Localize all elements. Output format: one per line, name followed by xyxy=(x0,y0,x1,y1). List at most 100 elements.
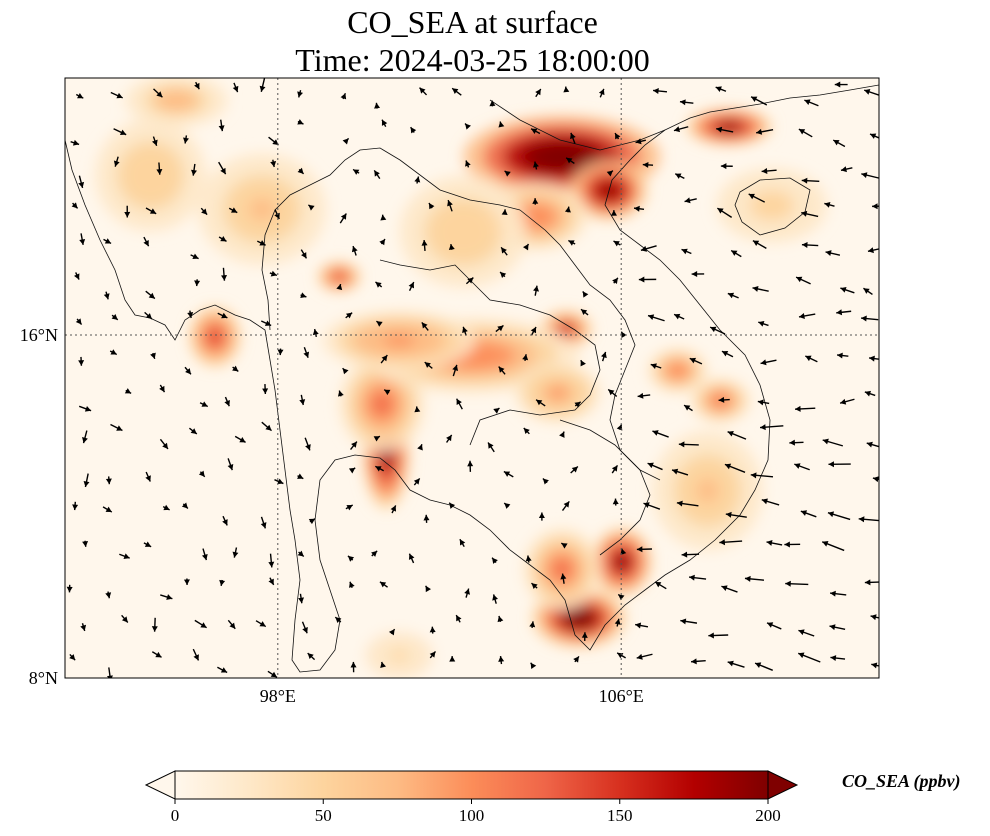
wind-arrow-head xyxy=(785,580,791,587)
wind-arrow-head xyxy=(861,172,868,179)
wind-arrow-head xyxy=(297,473,304,479)
wind-arrow-head xyxy=(340,93,347,100)
wind-arrow-head xyxy=(376,321,383,327)
wind-arrow-head xyxy=(752,240,760,246)
wind-arrow-head xyxy=(105,478,112,485)
co-hotspot-21 xyxy=(760,198,784,213)
wind-arrow-head xyxy=(503,471,511,477)
colorbar-extend-max xyxy=(767,770,799,800)
wind-arrow-head xyxy=(83,480,90,487)
border-laos-vietnam xyxy=(519,209,661,481)
wind-arrow-head xyxy=(302,627,308,634)
wind-arrow-head xyxy=(748,193,755,200)
wind-arrow-head xyxy=(752,285,759,292)
wind-arrow-head xyxy=(82,437,88,444)
wind-arrow-head xyxy=(342,368,349,375)
wind-arrow-head xyxy=(270,671,277,678)
wind-arrow-head xyxy=(837,352,843,359)
wind-arrow-head xyxy=(652,430,659,436)
wind-arrow-head xyxy=(727,292,735,299)
wind-arrow-head xyxy=(77,92,84,99)
wind-arrow-head xyxy=(571,466,578,473)
wind-arrow-head xyxy=(335,617,342,624)
wind-arrow-head xyxy=(532,198,539,204)
wind-arrow-head xyxy=(350,661,357,668)
wind-arrow-head xyxy=(347,555,355,562)
wind-arrow-head xyxy=(610,210,617,216)
map-gridlines xyxy=(65,78,879,678)
wind-arrow-head xyxy=(78,181,85,188)
co-hotspot-8 xyxy=(373,394,391,414)
colorbar-tick-150: 150 xyxy=(607,806,633,825)
wind-arrow-head xyxy=(523,427,530,435)
wind-arrow-head xyxy=(560,573,567,580)
wind-arrow-head xyxy=(156,169,163,175)
wind-arrow-shaft xyxy=(108,667,111,678)
wind-arrow-head xyxy=(200,622,207,628)
wind-arrow-head xyxy=(299,399,306,406)
wind-arrow-head xyxy=(82,541,89,547)
wind-arrow-head xyxy=(351,246,358,253)
wind-arrow-head xyxy=(618,594,625,601)
wind-arrow-head xyxy=(635,138,642,145)
wind-arrow-head xyxy=(149,208,157,214)
wind-arrow-shaft xyxy=(878,552,879,554)
wind-arrow-head xyxy=(708,632,714,639)
wind-arrow-head xyxy=(559,431,565,438)
wind-arrow-head xyxy=(568,240,575,246)
wind-arrow-head xyxy=(303,351,310,358)
wind-arrow-head xyxy=(869,355,875,362)
wind-arrow-head xyxy=(679,99,686,106)
wind-arrow-head xyxy=(867,247,874,254)
wind-arrow-head xyxy=(192,253,199,259)
wind-arrow-head xyxy=(116,425,123,431)
hainan-coast xyxy=(734,177,811,236)
wind-arrow-head xyxy=(800,510,808,516)
wind-arrow-head xyxy=(80,624,87,631)
wind-arrow-head xyxy=(424,362,431,368)
wind-arrow-head xyxy=(870,614,877,621)
wind-arrow-head xyxy=(124,388,132,394)
wind-arrow-head xyxy=(375,281,382,288)
wind-arrow-head xyxy=(536,399,543,406)
co-hotspot-17 xyxy=(249,198,275,221)
wind-arrow-head xyxy=(429,651,436,658)
wind-arrow-head xyxy=(159,385,165,393)
wind-arrow-head xyxy=(504,170,511,177)
wind-arrow-head xyxy=(718,396,725,403)
wind-arrow-head xyxy=(760,359,767,366)
wind-arrow-head xyxy=(150,352,156,359)
wind-arrow-head xyxy=(715,86,722,92)
wind-arrow-head xyxy=(423,514,430,521)
wind-arrow-head xyxy=(414,406,421,413)
wind-arrow-head xyxy=(110,349,117,355)
wind-arrow-head xyxy=(380,661,386,668)
wind-arrow-head xyxy=(493,408,500,414)
wind-arrow-head xyxy=(497,615,504,623)
wind-arrow-head xyxy=(201,401,208,407)
wind-arrow-head xyxy=(345,312,353,319)
wind-arrow-head xyxy=(181,502,188,509)
wind-arrow-head xyxy=(684,197,691,204)
wind-arrow-head xyxy=(492,594,498,601)
wind-arrow-head xyxy=(563,86,570,93)
wind-arrow-head xyxy=(727,660,734,667)
co-hotspot-6 xyxy=(209,330,221,343)
wind-arrow-head xyxy=(761,498,768,505)
wind-arrow-head xyxy=(608,389,615,396)
colorbar-bar xyxy=(174,770,769,800)
wind-arrow-head xyxy=(566,157,573,164)
wind-arrow-head xyxy=(827,511,835,518)
wind-arrow-head xyxy=(446,434,452,442)
wind-arrow-head xyxy=(151,139,158,146)
wind-arrow-head xyxy=(822,541,829,547)
wind-arrow-head xyxy=(75,318,82,325)
wind-arrow-head xyxy=(525,555,532,562)
wind-arrow-head xyxy=(564,206,571,213)
border-myanmar-thailand xyxy=(261,147,521,331)
wind-vectors xyxy=(66,78,879,678)
wind-arrow-head xyxy=(105,592,112,599)
wind-arrow-head xyxy=(840,286,847,293)
co-concentration-field xyxy=(94,78,828,678)
wind-arrow-head xyxy=(801,210,808,217)
